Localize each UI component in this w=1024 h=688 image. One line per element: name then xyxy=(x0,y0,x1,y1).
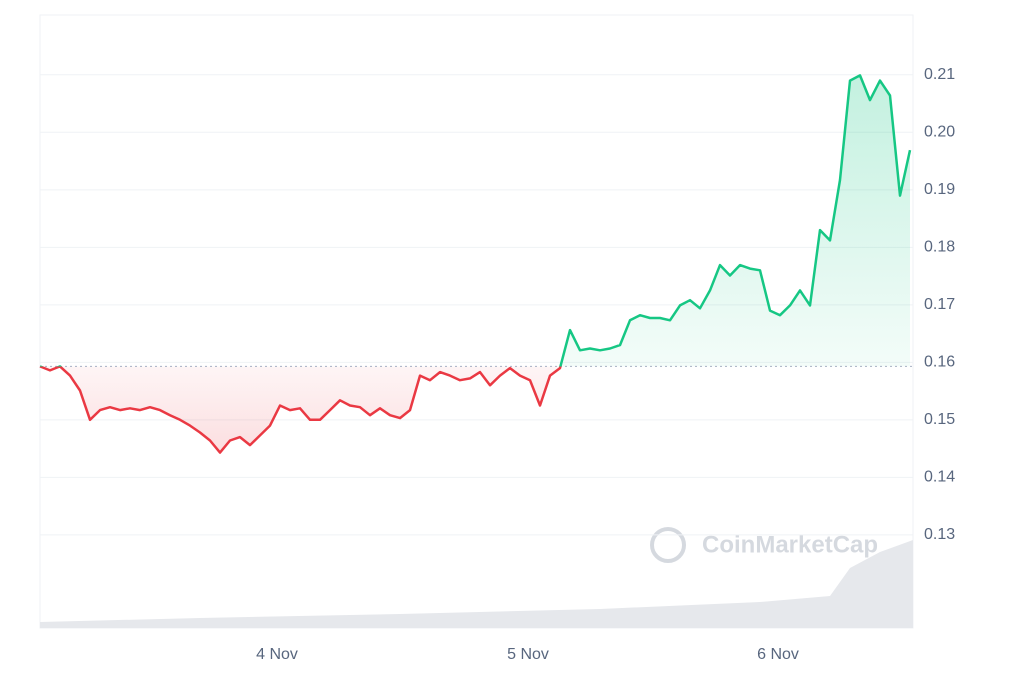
y-tick-label: 0.16 xyxy=(924,354,955,371)
y-tick-label: 0.15 xyxy=(924,411,955,428)
x-tick-label: 6 Nov xyxy=(757,646,799,663)
y-tick-label: 0.18 xyxy=(924,239,955,256)
y-tick-label: 0.13 xyxy=(924,526,955,543)
y-tick-label: 0.14 xyxy=(924,469,955,486)
y-tick-label: 0.19 xyxy=(924,181,955,198)
x-tick-label: 4 Nov xyxy=(256,646,298,663)
volume-area xyxy=(40,540,913,628)
watermark: CoinMarketCap xyxy=(650,527,878,563)
x-tick-label: 5 Nov xyxy=(507,646,549,663)
y-tick-label: 0.20 xyxy=(924,124,955,141)
watermark-logo xyxy=(650,527,686,563)
watermark-text: CoinMarketCap xyxy=(702,531,878,558)
y-tick-label: 0.17 xyxy=(924,296,955,313)
price-line xyxy=(39,74,912,454)
y-tick-label: 0.21 xyxy=(924,66,955,83)
price-area xyxy=(40,75,910,453)
